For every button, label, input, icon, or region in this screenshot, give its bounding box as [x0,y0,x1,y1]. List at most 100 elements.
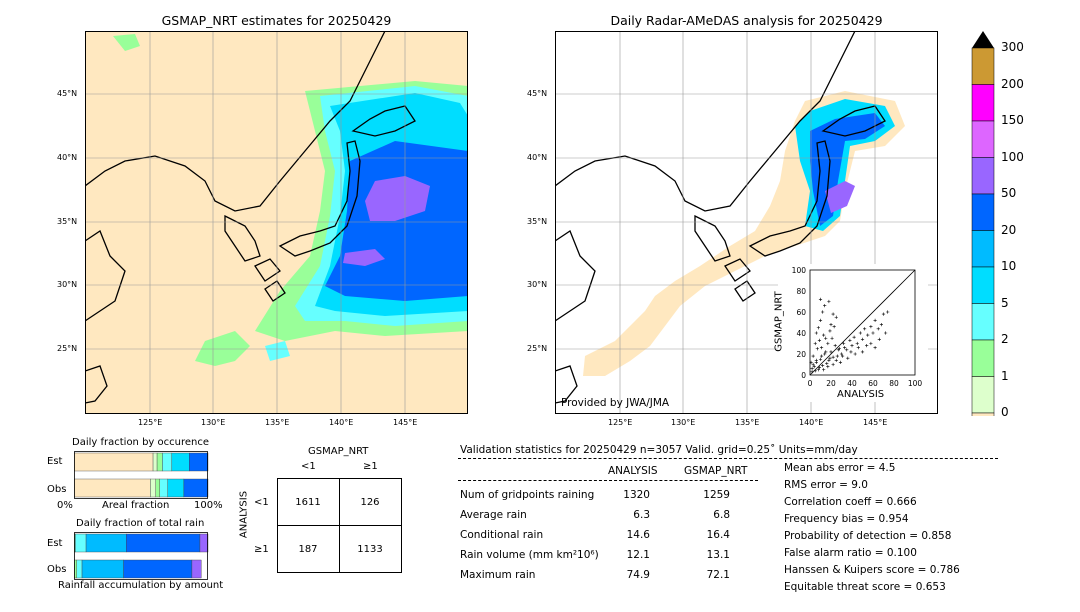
colorbar-cell [971,376,995,414]
validation-row-label: Conditional rain [460,529,544,541]
occurrence-chart [74,451,209,499]
colorbar-extend-arrow [972,31,994,48]
contingency-col-header: <1 [301,461,316,472]
score-line: Correlation coeff = 0.666 [784,496,917,508]
left-map [85,31,468,414]
scatter-x-tick: 60 [868,379,878,388]
scatter-point [845,348,849,352]
right-lon-label: 125°E [608,418,633,427]
colorbar-cell [971,193,995,231]
colorbar-cell [971,339,995,377]
scatter-point [843,346,847,350]
scatter-point [860,337,865,341]
scatter-point [866,333,870,337]
scatter-point [828,329,832,333]
scatter-point [822,333,826,337]
contingency-row-header: <1 [254,497,269,508]
validation-analysis-value: 14.6 [626,529,650,541]
scatter-point [828,356,832,360]
left-map-title: GSMAP_NRT estimates for 20250429 [161,13,392,28]
right-lat-label: 40°N [527,153,548,162]
right-lon-label: 140°E [799,418,824,427]
colorbar-label: 150 [1001,113,1024,127]
scatter-x-tick: 0 [808,379,813,388]
scatter-point [819,354,824,358]
scatter-point [810,367,814,371]
left-lat-label: 35°N [57,217,78,226]
scatter-point [821,310,825,314]
left-lon-label: 125°E [138,418,163,427]
stacked-bar-segment [183,478,209,498]
scatter-point [869,325,873,329]
scatter-y-tick: 40 [796,329,806,338]
scatter-point [824,350,828,354]
colorbar-label: 300 [1001,40,1024,54]
right-lon-label: 135°E [735,418,760,427]
scatter-point [835,354,839,358]
stacked-bar-segment [123,559,193,579]
contingency-cell: 1133 [357,544,383,555]
stacked-bar-segment [74,452,154,472]
stacked-bar-segment [152,452,158,472]
scatter-y-tick: 20 [796,350,806,359]
scatter-point [856,346,860,350]
colorbar [971,31,995,416]
right-lat-label: 30°N [527,280,548,289]
scatter-point [830,336,834,340]
score-line: Mean abs error = 4.5 [784,462,896,474]
scatter-point [816,326,820,330]
stacked-bar-segment [159,478,169,498]
scatter-point [834,315,838,319]
score-line: Equitable threat score = 0.653 [784,581,946,593]
scatter-point [814,358,818,362]
scatter-point [812,365,816,369]
validation-row-label: Rain volume (mm km²10⁶) [460,549,599,561]
scatter-point [829,350,833,354]
score-line: Probability of detection = 0.858 [784,530,952,542]
occurrence-est-label: Est [47,456,63,467]
scatter-point [877,337,881,341]
validation-subdivider [458,480,758,481]
validation-gsmap-value: 1259 [703,489,730,501]
occurrence-title: Daily fraction by occurence [72,437,210,448]
scatter-point [852,335,856,339]
validation-gsmap-value: 13.1 [706,549,730,561]
stacked-bar-segment [81,559,124,579]
scatter-point [848,338,852,342]
scatter-point [839,352,844,356]
left-lon-label: 135°E [265,418,290,427]
validation-col-gsmap: GSMAP_NRT [684,465,748,477]
score-line: RMS error = 9.0 [784,479,868,491]
left-lat-label: 30°N [57,280,78,289]
scatter-point [831,312,835,316]
validation-col-analysis: ANALYSIS [608,465,658,477]
left-lon-label: 140°E [329,418,354,427]
validation-row-label: Num of gridpoints raining [460,489,595,501]
contingency-title: GSMAP_NRT [308,446,369,457]
colorbar-label: 100 [1001,149,1024,164]
scatter-point [855,341,859,346]
left-lat-label: 25°N [57,344,78,353]
scatter-x-tick: 20 [826,379,836,388]
right-lon-label: 130°E [671,418,696,427]
scatter-point [823,352,827,356]
scatter-point [863,327,867,331]
scatter-y-tick: 0 [801,371,806,380]
stacked-bar-segment [150,478,156,498]
colorbar-label: 10 [1001,259,1017,273]
scatter-point [826,365,830,369]
right-lat-label: 35°N [527,217,548,226]
validation-gsmap-value: 6.8 [713,509,730,521]
stacked-bar-segment [126,533,201,553]
scatter-point [836,348,840,352]
scatter-background [778,264,928,402]
contingency-cell: 126 [360,497,380,508]
contingency-row-label: ANALYSIS [238,490,250,539]
contingency-cell: 1611 [295,497,321,508]
scatter-point [818,297,823,301]
stacked-bar-segment [156,452,163,472]
colorbar-label: 20 [1001,222,1017,237]
scatter-ylabel: GSMAP_NRT [773,291,785,352]
validation-row-label: Maximum rain [460,569,536,581]
scatter-point [823,304,827,308]
